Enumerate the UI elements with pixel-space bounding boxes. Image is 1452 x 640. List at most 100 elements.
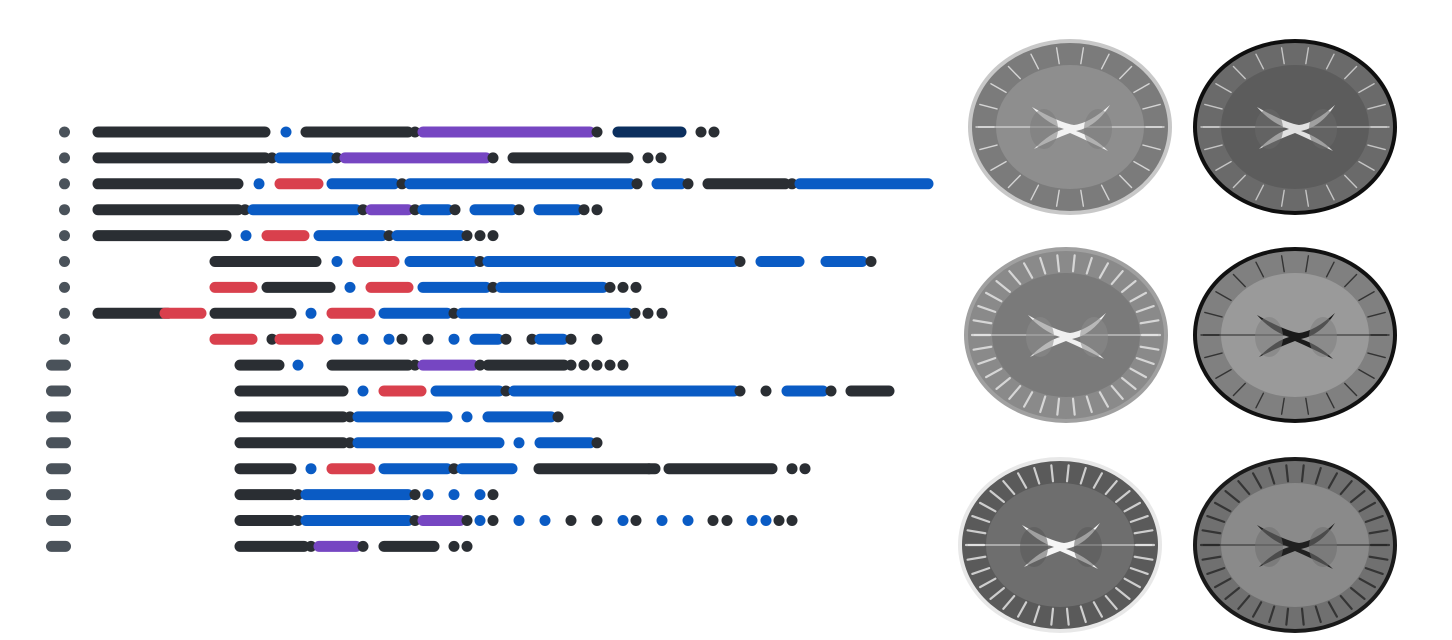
dot-dark (591, 333, 603, 345)
segment-blue (417, 281, 492, 293)
dot-dark (617, 359, 629, 371)
timeline-row (46, 411, 564, 423)
row-marker (46, 385, 71, 397)
dot-dark (655, 152, 667, 164)
brain-scan-image-5 (950, 450, 1170, 640)
segment-dark (845, 385, 895, 397)
timeline-row (59, 307, 668, 319)
segment-purple (365, 204, 414, 216)
dot-blue (656, 515, 668, 526)
dot-dark (487, 230, 499, 242)
timeline-row (59, 126, 720, 138)
dot-dark (526, 333, 538, 345)
dot-dark (578, 359, 590, 371)
dot-dark (500, 385, 512, 397)
segment-blue (247, 204, 362, 216)
timeline-row (59, 230, 499, 242)
dot-blue (474, 489, 486, 501)
segment-blue (534, 333, 569, 345)
segment-dark (234, 437, 349, 449)
segment-dark (507, 152, 634, 164)
segment-blue (352, 411, 453, 423)
segment-blue (378, 463, 453, 475)
dot-dark (565, 359, 577, 371)
dot-dark (591, 437, 603, 449)
dot-dark (631, 178, 643, 190)
segment-blue (456, 307, 634, 319)
dot-dark (734, 256, 746, 267)
dot-dark (396, 178, 408, 190)
dot-dark (591, 126, 603, 138)
dot-dark (292, 515, 304, 526)
segment-dark (234, 463, 297, 475)
dot-dark (799, 463, 811, 475)
timeline-row (46, 437, 603, 449)
segment-red (274, 178, 324, 190)
row-marker (59, 178, 70, 190)
row-marker (46, 437, 71, 449)
dot-dark (565, 515, 577, 526)
segment-red (274, 333, 324, 345)
dot-blue (474, 515, 486, 526)
segment-dark (326, 359, 414, 371)
segment-dark (482, 359, 570, 371)
segment-red (326, 307, 376, 319)
dot-dark (773, 515, 785, 526)
dot-blue (292, 359, 304, 371)
segment-dark (92, 178, 244, 190)
dot-dark (357, 540, 369, 552)
dot-dark (604, 359, 616, 371)
dot-blue (253, 178, 265, 190)
timeline-row (59, 178, 934, 190)
dot-dark (565, 333, 577, 345)
dot-dark (734, 385, 746, 397)
dot-dark (474, 256, 486, 267)
row-marker (59, 126, 70, 138)
row-marker (59, 230, 70, 242)
brain-scan-image-4 (1185, 240, 1405, 430)
dot-blue (344, 281, 356, 293)
dot-dark (487, 515, 499, 526)
segment-blue (430, 385, 505, 397)
row-marker (59, 307, 70, 319)
dot-dark (487, 281, 499, 293)
segment-blue (352, 437, 505, 449)
segment-purple (339, 152, 492, 164)
dot-blue (760, 515, 772, 526)
segment-purple (417, 126, 596, 138)
dot-dark (682, 178, 694, 190)
dot-dark (474, 359, 486, 371)
segment-dark (234, 411, 349, 423)
dot-blue (617, 515, 629, 526)
segment-blue (326, 178, 400, 190)
dot-dark (474, 230, 486, 242)
dot-dark (305, 540, 317, 552)
dot-dark (642, 307, 654, 319)
brain-scan-image-3 (956, 240, 1176, 430)
timeline-row (46, 489, 499, 501)
dot-dark (513, 204, 525, 216)
timeline-row (59, 152, 667, 164)
segment-dark (261, 281, 336, 293)
segment-dark (92, 126, 271, 138)
segment-red (209, 333, 258, 345)
dot-dark (591, 204, 603, 216)
segment-blue (404, 178, 636, 190)
segment-dark (234, 359, 285, 371)
segment-blue (313, 230, 388, 242)
segment-dark (234, 489, 297, 501)
dot-blue (422, 489, 434, 501)
segment-blue (469, 333, 504, 345)
dot-dark (292, 489, 304, 501)
segment-dark (234, 540, 310, 552)
segment-dark (92, 152, 271, 164)
dot-dark (786, 463, 798, 475)
segment-red (352, 256, 400, 267)
dot-dark (629, 307, 641, 319)
dot-dark (266, 152, 278, 164)
timeline-row (46, 515, 798, 526)
timeline-row (46, 359, 629, 371)
row-marker (59, 333, 70, 345)
dot-blue (539, 515, 551, 526)
dot-dark (344, 437, 356, 449)
